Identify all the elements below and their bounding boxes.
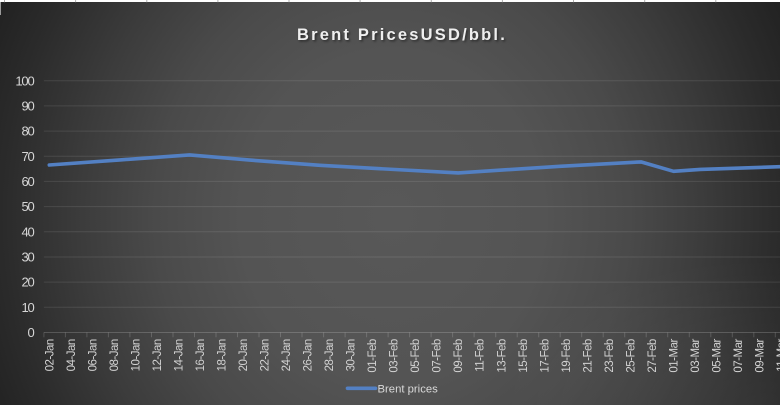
svg-text:17-Feb: 17-Feb (539, 339, 551, 373)
svg-text:07-Feb: 07-Feb (432, 339, 444, 373)
svg-text:15-Feb: 15-Feb (518, 339, 530, 373)
svg-text:01-Feb: 01-Feb (367, 339, 379, 373)
svg-text:03-Feb: 03-Feb (389, 339, 401, 373)
svg-text:40: 40 (21, 224, 34, 239)
svg-text:50: 50 (21, 199, 34, 214)
svg-text:28-Jan: 28-Jan (324, 339, 336, 371)
svg-text:05-Mar: 05-Mar (711, 339, 723, 373)
svg-text:13-Feb: 13-Feb (496, 339, 508, 373)
svg-text:11-Feb: 11-Feb (475, 339, 487, 372)
svg-text:08-Jan: 08-Jan (109, 339, 121, 371)
svg-text:09-Mar: 09-Mar (754, 339, 766, 373)
svg-text:30: 30 (21, 250, 34, 265)
svg-text:01-Mar: 01-Mar (668, 339, 680, 373)
svg-text:11-Mar: 11-Mar (776, 339, 780, 372)
svg-text:22-Jan: 22-Jan (260, 339, 272, 371)
svg-text:26-Jan: 26-Jan (303, 339, 315, 371)
svg-text:19-Feb: 19-Feb (561, 339, 573, 373)
svg-text:0: 0 (27, 325, 34, 340)
svg-text:18-Jan: 18-Jan (217, 339, 229, 371)
svg-text:90: 90 (21, 99, 34, 114)
svg-text:30-Jan: 30-Jan (346, 339, 358, 371)
svg-text:25-Feb: 25-Feb (625, 339, 637, 373)
svg-text:20-Jan: 20-Jan (238, 339, 250, 371)
svg-text:Brent prices: Brent prices (378, 383, 439, 395)
svg-text:21-Feb: 21-Feb (582, 339, 594, 373)
svg-text:27-Feb: 27-Feb (647, 339, 659, 373)
svg-text:12-Jan: 12-Jan (152, 339, 164, 371)
svg-text:Brent PricesUSD/bbl.: Brent PricesUSD/bbl. (299, 27, 509, 45)
svg-text:100: 100 (15, 73, 34, 88)
svg-text:23-Feb: 23-Feb (604, 339, 616, 373)
svg-text:05-Feb: 05-Feb (410, 339, 422, 373)
svg-text:02-Jan: 02-Jan (45, 339, 57, 371)
svg-text:60: 60 (21, 174, 34, 189)
svg-text:04-Jan: 04-Jan (66, 339, 78, 371)
svg-text:14-Jan: 14-Jan (174, 339, 186, 371)
svg-text:09-Feb: 09-Feb (453, 339, 465, 373)
svg-text:24-Jan: 24-Jan (281, 339, 293, 371)
svg-text:03-Mar: 03-Mar (690, 339, 702, 373)
svg-text:10-Jan: 10-Jan (131, 339, 143, 371)
svg-text:Brent PricesUSD/bbl.: Brent PricesUSD/bbl. (297, 26, 507, 44)
svg-text:10: 10 (21, 300, 34, 315)
svg-text:80: 80 (21, 124, 34, 139)
svg-text:20: 20 (21, 275, 34, 290)
svg-text:06-Jan: 06-Jan (88, 339, 100, 371)
svg-text:70: 70 (21, 149, 34, 164)
svg-text:07-Mar: 07-Mar (733, 339, 745, 373)
svg-text:16-Jan: 16-Jan (195, 339, 207, 371)
